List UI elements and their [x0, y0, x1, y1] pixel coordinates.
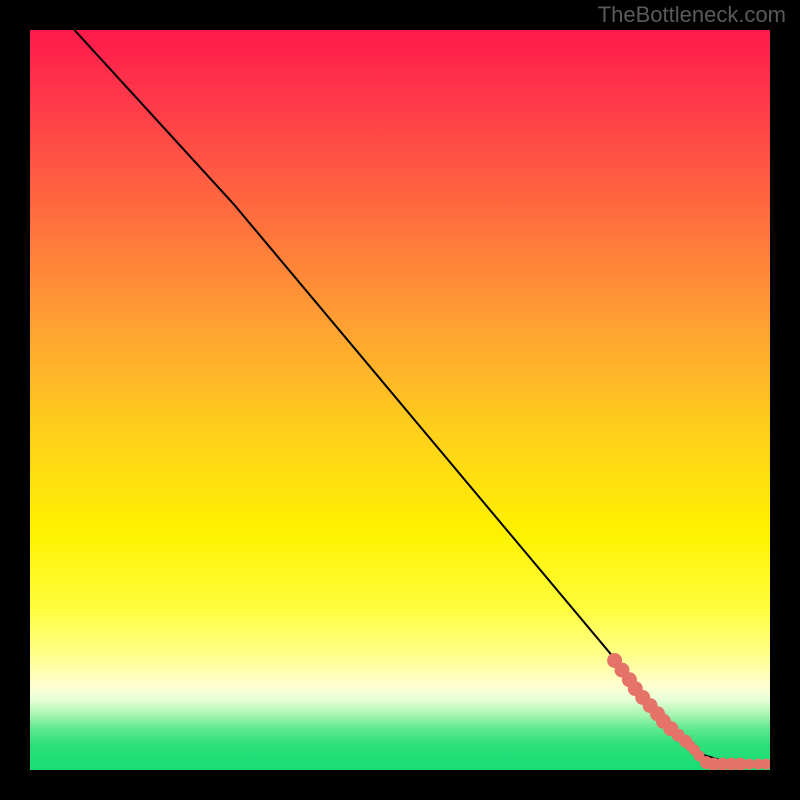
data-point [761, 759, 770, 769]
gradient-background [30, 30, 770, 770]
chart-frame: { "meta": { "attribution_text": "TheBott… [0, 0, 800, 800]
bottleneck-chart [30, 30, 770, 770]
attribution-text: TheBottleneck.com [598, 2, 786, 28]
